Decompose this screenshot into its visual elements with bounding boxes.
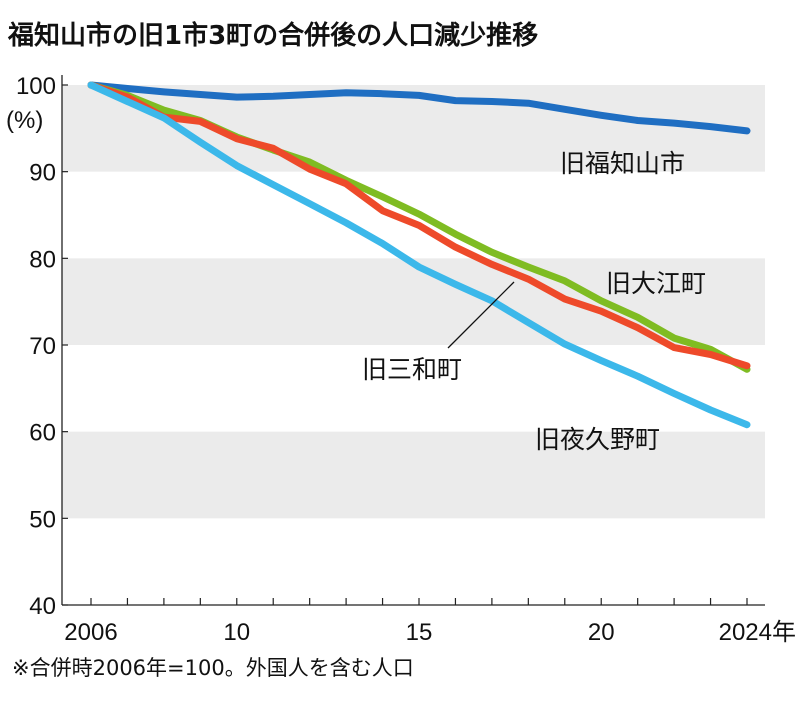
y-tick-label: 90	[29, 160, 56, 187]
series-line-1	[87, 81, 751, 135]
x-tick-label: 10	[223, 619, 250, 646]
x-tick-label: 20	[588, 619, 615, 646]
y-tick-label: 80	[29, 246, 56, 273]
chart-title: 福知山市の旧1市3町の合併後の人口減少推移	[7, 20, 538, 51]
series-line-3	[87, 81, 751, 370]
series-line-4	[87, 81, 751, 429]
series-label: 旧三和町	[362, 355, 462, 384]
chart-note: ※合併時2006年=100。外国人を含む人口	[12, 656, 414, 680]
y-tick-label: 70	[29, 333, 56, 360]
leader-line	[447, 281, 515, 349]
x-tick-label: 2024年	[719, 619, 796, 646]
series-label: 旧夜久野町	[535, 425, 660, 454]
y-tick-label: 100	[16, 73, 56, 100]
series-label: 旧大江町	[606, 269, 706, 298]
shaded-band	[62, 431, 765, 519]
y-tick-label: 50	[29, 506, 56, 533]
x-tick-label: 15	[406, 619, 433, 646]
y-axis-unit: (%)	[6, 107, 43, 134]
series-label: 旧福知山市	[560, 149, 685, 178]
y-tick-label: 60	[29, 420, 56, 447]
x-tick-label: 2006	[64, 619, 117, 646]
y-tick-label: 40	[29, 593, 56, 620]
